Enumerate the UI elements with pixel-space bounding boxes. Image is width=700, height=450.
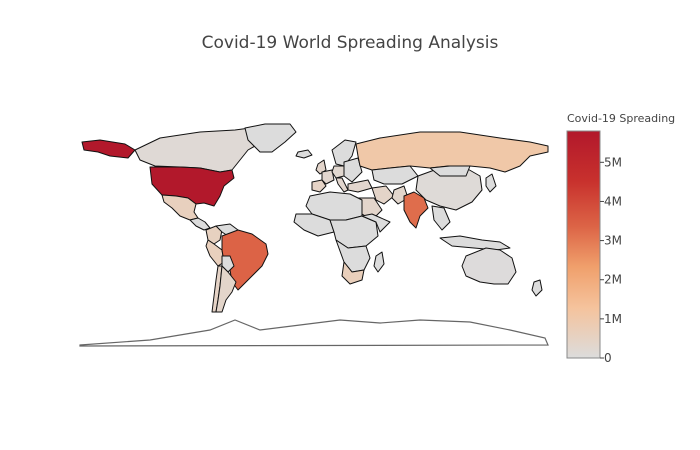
country-indonesia[interactable] (439, 235, 511, 251)
country-france[interactable] (321, 169, 335, 185)
country-italy[interactable] (335, 177, 349, 193)
country-spain[interactable] (311, 179, 327, 193)
country-southeast-asia[interactable] (431, 205, 451, 231)
country-turkey[interactable] (347, 179, 373, 193)
country-central-america[interactable] (189, 217, 211, 231)
country-germany[interactable] (331, 165, 345, 179)
country-peru[interactable] (205, 239, 225, 267)
country-bolivia[interactable] (221, 255, 235, 273)
country-south-africa[interactable] (341, 261, 365, 285)
map-layer (79, 123, 549, 347)
country-central-africa[interactable] (329, 215, 379, 249)
country-new-zealand[interactable] (531, 279, 543, 297)
country-greenland[interactable] (244, 123, 297, 153)
colorbar-tick-label: 1M (604, 312, 622, 326)
colorbar-title: Covid-19 Spreading (567, 112, 675, 125)
country-canada[interactable] (134, 127, 263, 173)
chart-title: Covid-19 World Spreading Analysis (201, 33, 499, 53)
country-japan[interactable] (485, 173, 497, 193)
country-scandinavia[interactable] (331, 139, 357, 167)
colorbar-tick-label: 5M (604, 155, 622, 169)
colorbar-tick-label: 2M (604, 273, 622, 287)
colorbar-tick-label: 3M (604, 234, 622, 248)
country-west-africa[interactable] (293, 213, 335, 237)
antarctica[interactable] (79, 319, 549, 347)
country-iceland[interactable] (295, 149, 313, 159)
country-alaska[interactable] (81, 139, 136, 159)
colorbar-tick-label: 4M (604, 194, 622, 208)
country-india[interactable] (403, 191, 429, 229)
country-kazakhstan[interactable] (371, 165, 419, 185)
country-horn-africa[interactable] (361, 213, 391, 233)
country-mongolia[interactable] (429, 165, 471, 177)
country-madagascar[interactable] (373, 251, 385, 273)
country-usa[interactable] (149, 166, 235, 207)
country-australia[interactable] (461, 247, 517, 285)
country-eastern-europe[interactable] (343, 157, 363, 183)
country-iran[interactable] (371, 185, 395, 205)
country-argentina[interactable] (215, 265, 237, 313)
colorbar-tick-label: 0 (604, 351, 612, 365)
colorbar-gradient (566, 130, 601, 359)
colorbar: Covid-19 Spreading 0 1M 2M 3M 4M 5M (566, 112, 675, 365)
colorbar-ticks: 0 1M 2M 3M 4M 5M (600, 155, 622, 365)
